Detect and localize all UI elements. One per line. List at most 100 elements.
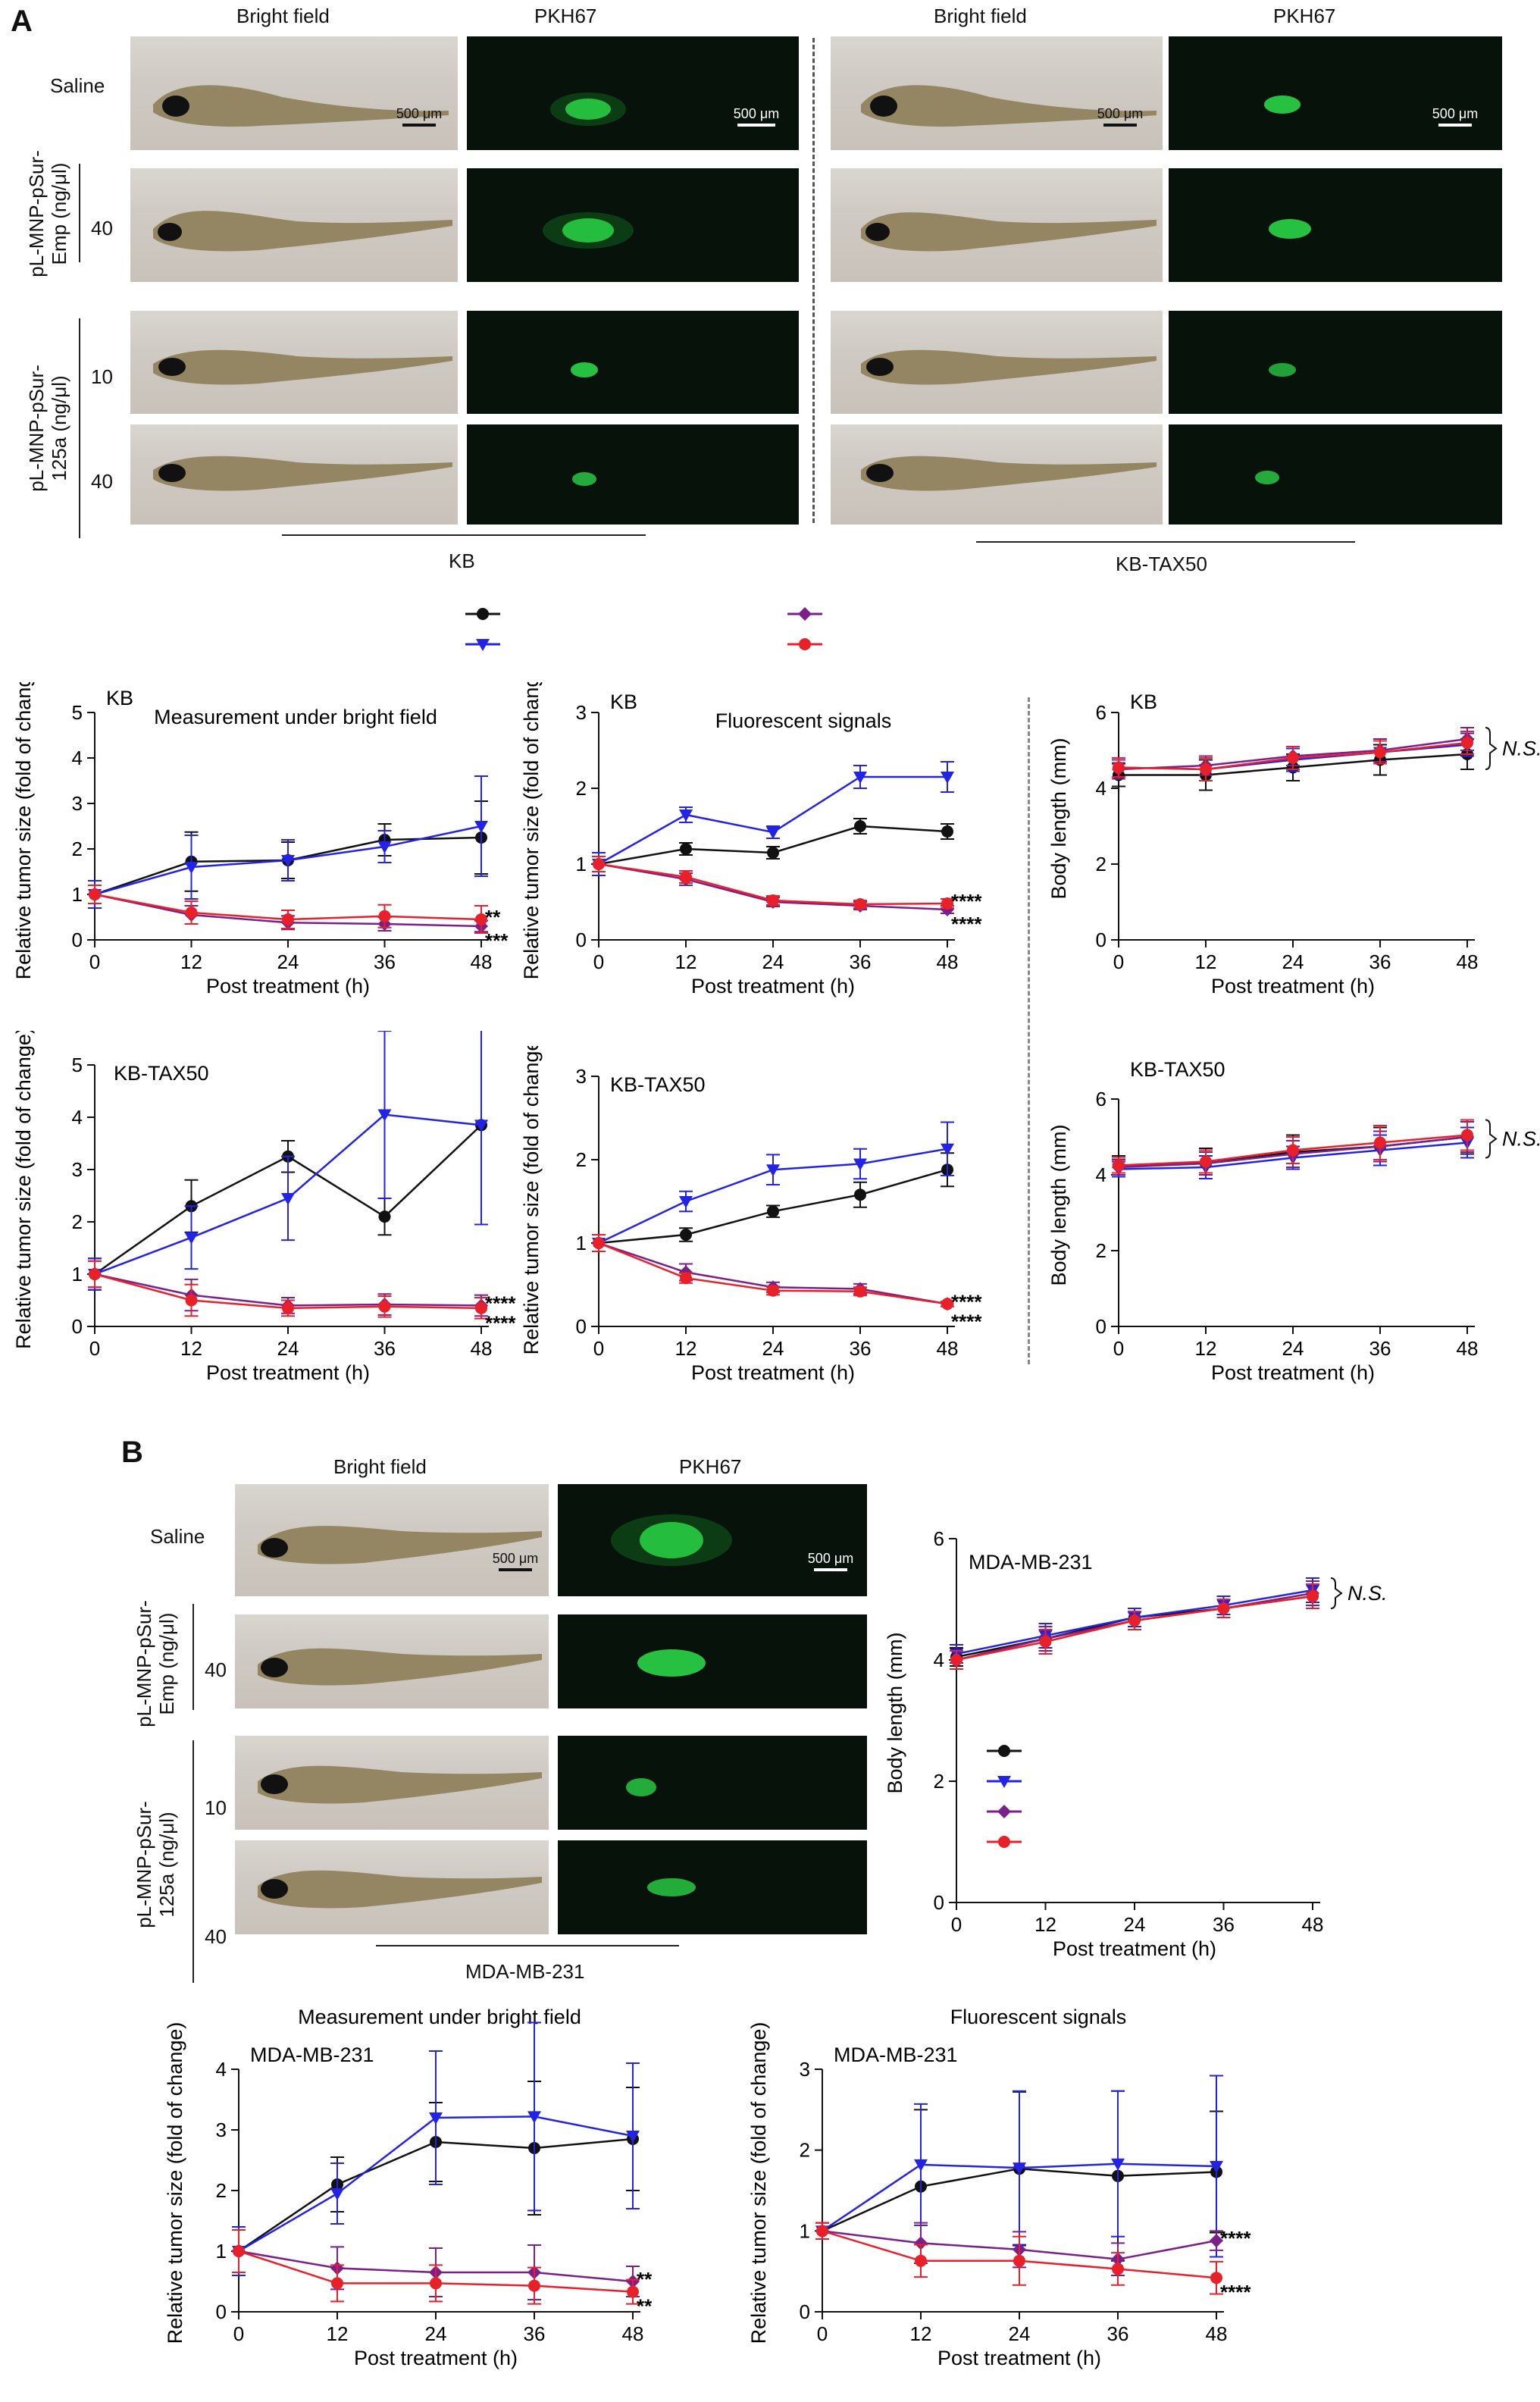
data-point xyxy=(680,871,692,883)
data-point xyxy=(679,810,693,822)
series-125a40 xyxy=(1112,731,1474,781)
scale-bar-kbtax-pkh67: 500 μm xyxy=(1425,106,1485,127)
x-axis-label: Post treatment (h) xyxy=(206,1361,370,1384)
data-point xyxy=(853,772,867,784)
data-point xyxy=(184,862,199,874)
legend-b-item-saline xyxy=(985,1736,1410,1766)
x-tick-label: 12 xyxy=(180,1337,202,1360)
b-col-header-pkh67: PKH67 xyxy=(679,1455,742,1478)
b-scale-bar-pkh67: 500 μm xyxy=(800,1551,861,1571)
y-tick-label: 0 xyxy=(216,2300,227,2323)
data-point xyxy=(1210,2161,1223,2173)
data-point xyxy=(474,1120,488,1132)
x-axis-label: Post treatment (h) xyxy=(354,2347,518,2369)
y-tick-label: 3 xyxy=(576,701,587,724)
data-point xyxy=(680,1229,692,1241)
y-tick-label: 3 xyxy=(72,792,83,815)
kb-125a10-pkh67-image xyxy=(467,311,799,414)
x-tick-label: 36 xyxy=(1369,950,1391,973)
x-tick-label: 0 xyxy=(89,1337,100,1360)
kbtax-saline-pkh67-image xyxy=(1169,36,1502,150)
ns-annotation: N.S. xyxy=(1348,1582,1388,1605)
series-125a40 xyxy=(592,1234,954,1311)
y-tick-label: 0 xyxy=(1096,929,1106,951)
y-tick-label: 0 xyxy=(72,1315,83,1338)
data-point xyxy=(1210,2272,1222,2285)
y-tick-label: 0 xyxy=(800,2300,810,2323)
y-tick-label: 0 xyxy=(934,1891,944,1914)
significance-annotation: **** xyxy=(1220,2227,1251,2250)
data-point xyxy=(1039,1636,1052,1648)
b-saline-bright-image xyxy=(235,1484,549,1596)
x-tick-label: 0 xyxy=(1113,1337,1124,1360)
legend-item-saline xyxy=(464,599,502,625)
x-tick-label: 24 xyxy=(1282,950,1304,973)
x-tick-label: 36 xyxy=(374,950,396,973)
ns-bracket xyxy=(1330,1577,1343,1609)
col-header-bright-field-kbtax: Bright field xyxy=(934,5,1027,27)
data-point xyxy=(1128,1614,1141,1627)
panel-a-divider xyxy=(812,38,815,523)
x-tick-label: 24 xyxy=(1282,1337,1304,1360)
data-point xyxy=(1111,2158,1125,2171)
y-axis-label: Relative tumor size (fold of change) xyxy=(12,1031,35,1349)
b-dose-label-125a-10: 10 xyxy=(205,1796,227,1819)
y-tick-label: 2 xyxy=(800,2139,810,2162)
b-col-header-bright-field: Bright field xyxy=(333,1455,427,1478)
kb-saline-pkh67-image xyxy=(467,36,799,150)
y-tick-label: 3 xyxy=(216,2119,227,2141)
b-125a10-bright-image xyxy=(235,1736,549,1830)
group-label-kbtax: KB-TAX50 xyxy=(1116,553,1207,575)
x-tick-label: 36 xyxy=(374,1337,396,1360)
panel-letter-b: B xyxy=(121,1436,143,1469)
x-tick-label: 48 xyxy=(1457,950,1479,973)
significance-annotation: **** xyxy=(485,1311,516,1334)
chart-subtitle: KB-TAX50 xyxy=(610,1073,706,1096)
x-tick-label: 12 xyxy=(327,2322,349,2345)
series-125a40 xyxy=(950,1583,1319,1670)
y-tick-label: 2 xyxy=(1096,1239,1106,1262)
y-tick-label: 6 xyxy=(1096,1088,1106,1110)
b-emp40-bright-image xyxy=(235,1614,549,1708)
data-point xyxy=(527,2111,541,2124)
x-axis-label: Post treatment (h) xyxy=(691,1361,855,1384)
data-point xyxy=(1200,1155,1212,1168)
data-point xyxy=(430,2277,442,2290)
x-axis-label: Post treatment (h) xyxy=(691,975,855,997)
data-point xyxy=(767,1205,779,1218)
data-point xyxy=(767,894,779,907)
kbtax-125a40-pkh67-image xyxy=(1169,424,1502,525)
legend-item-125a-10 xyxy=(786,599,824,625)
significance-annotation: **** xyxy=(951,913,982,935)
col-header-pkh67-kbtax: PKH67 xyxy=(1273,5,1336,27)
series-125a10 xyxy=(592,1234,954,1311)
kbtax-emp40-pkh67-image xyxy=(1169,168,1502,282)
data-point xyxy=(281,1192,295,1205)
data-point xyxy=(475,913,487,925)
data-point xyxy=(378,910,391,922)
y-tick-label: 4 xyxy=(216,2058,227,2081)
data-point xyxy=(854,1188,866,1201)
b-row-label-saline: Saline xyxy=(150,1525,205,1548)
x-tick-label: 12 xyxy=(1034,1913,1056,1936)
b-dose-label-125a-40: 40 xyxy=(205,1925,227,1948)
x-tick-label: 12 xyxy=(910,2322,932,2345)
x-tick-label: 48 xyxy=(471,950,493,973)
series-emp40 xyxy=(592,1121,954,1252)
legend-a xyxy=(464,599,1222,659)
significance-annotation: ** xyxy=(637,2268,653,2291)
panel-letter-a: A xyxy=(11,5,33,38)
x-axis-label: Post treatment (h) xyxy=(937,2347,1101,2369)
data-point xyxy=(626,2131,640,2143)
y-tick-label: 1 xyxy=(72,1263,83,1286)
y-tick-label: 2 xyxy=(72,838,83,860)
data-point xyxy=(766,827,780,839)
y-tick-label: 1 xyxy=(576,853,587,875)
x-tick-label: 12 xyxy=(675,1337,697,1360)
y-axis-label: Relative tumor size (fold of change) xyxy=(164,2022,186,2344)
b-group-underline xyxy=(376,1945,679,1946)
